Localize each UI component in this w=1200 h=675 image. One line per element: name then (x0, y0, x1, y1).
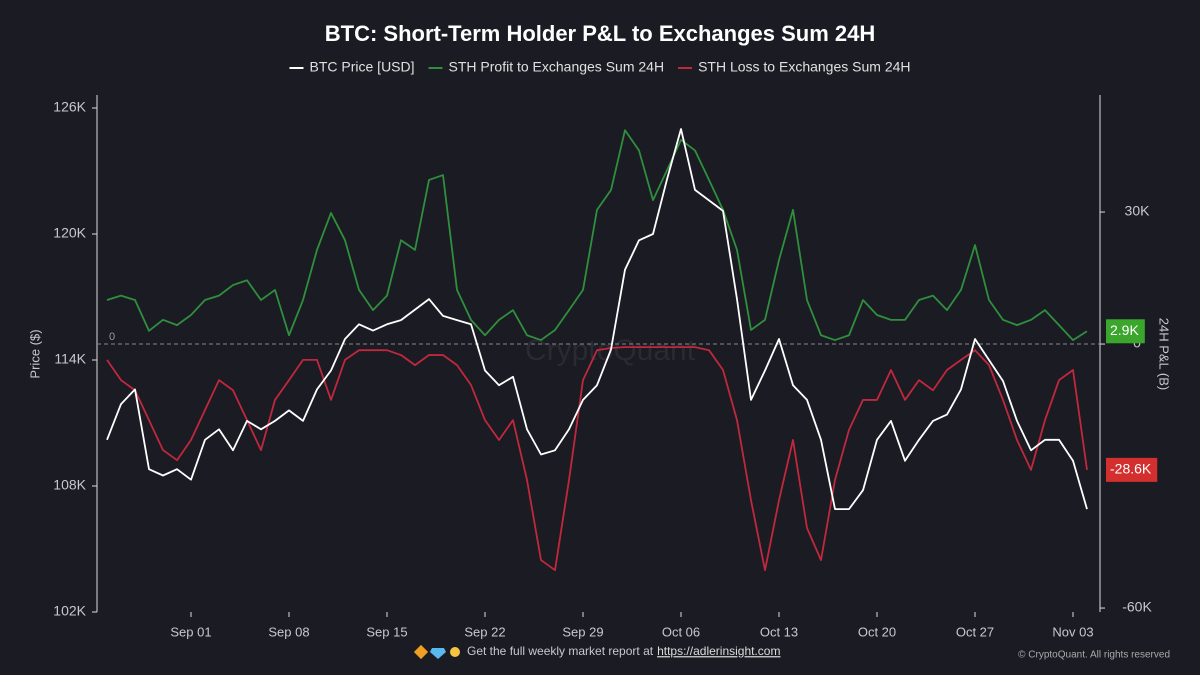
y-tick-label: 120K (53, 225, 86, 241)
x-tick-label: Oct 13 (760, 624, 798, 639)
y-axis-title: Price ($) (27, 329, 42, 378)
x-tick-label: Sep 15 (366, 624, 407, 639)
series-line (106, 128, 1088, 510)
x-tick-label: Oct 20 (858, 624, 896, 639)
legend-label: STH Profit to Exchanges Sum 24H (449, 59, 665, 75)
x-tick-label: Sep 08 (268, 624, 309, 639)
footer-text: Get the full weekly market report at (467, 644, 654, 658)
y-tick-label: 108K (53, 477, 86, 493)
x-tick-label: Nov 03 (1052, 624, 1093, 639)
y-tick-label: 126K (53, 99, 86, 115)
y-tick-label: 102K (53, 603, 86, 619)
x-tick-label: Sep 01 (170, 624, 211, 639)
series-line (106, 129, 1088, 341)
badge-bg (1106, 457, 1158, 482)
x-tick-label: Oct 27 (956, 624, 994, 639)
footer-icons (413, 644, 460, 660)
series-line (106, 346, 1088, 572)
legend-label: BTC Price [USD] (310, 59, 415, 75)
badge-label: -28.6K (1110, 461, 1152, 477)
y-tick-label: 114K (54, 351, 86, 367)
legend-label: STH Loss to Exchanges Sum 24H (698, 59, 910, 75)
x-tick-label: Oct 06 (662, 624, 700, 639)
y2-axis-title: 24H P&L (B) (1157, 318, 1172, 391)
badge-bg (1106, 319, 1145, 344)
y2-tick-label: -60K (1122, 599, 1152, 615)
footer-link: https://adlerinsight.com (657, 644, 780, 658)
x-tick-label: Sep 29 (562, 624, 603, 639)
x-tick-label: Sep 22 (464, 624, 505, 639)
current-badge: 2.9K (1106, 319, 1145, 344)
chart-title: BTC: Short-Term Holder P&L to Exchanges … (325, 21, 876, 46)
current-badge: -28.6K (1106, 457, 1158, 482)
y2-tick-label: 30K (1125, 203, 1151, 219)
zero-label: 0 (109, 331, 115, 343)
copyright: © CryptoQuant. All rights reserved (1018, 650, 1170, 661)
badge-label: 2.9K (1110, 322, 1139, 338)
legend: BTC Price [USD] STH Profit to Exchanges S… (289, 59, 911, 75)
